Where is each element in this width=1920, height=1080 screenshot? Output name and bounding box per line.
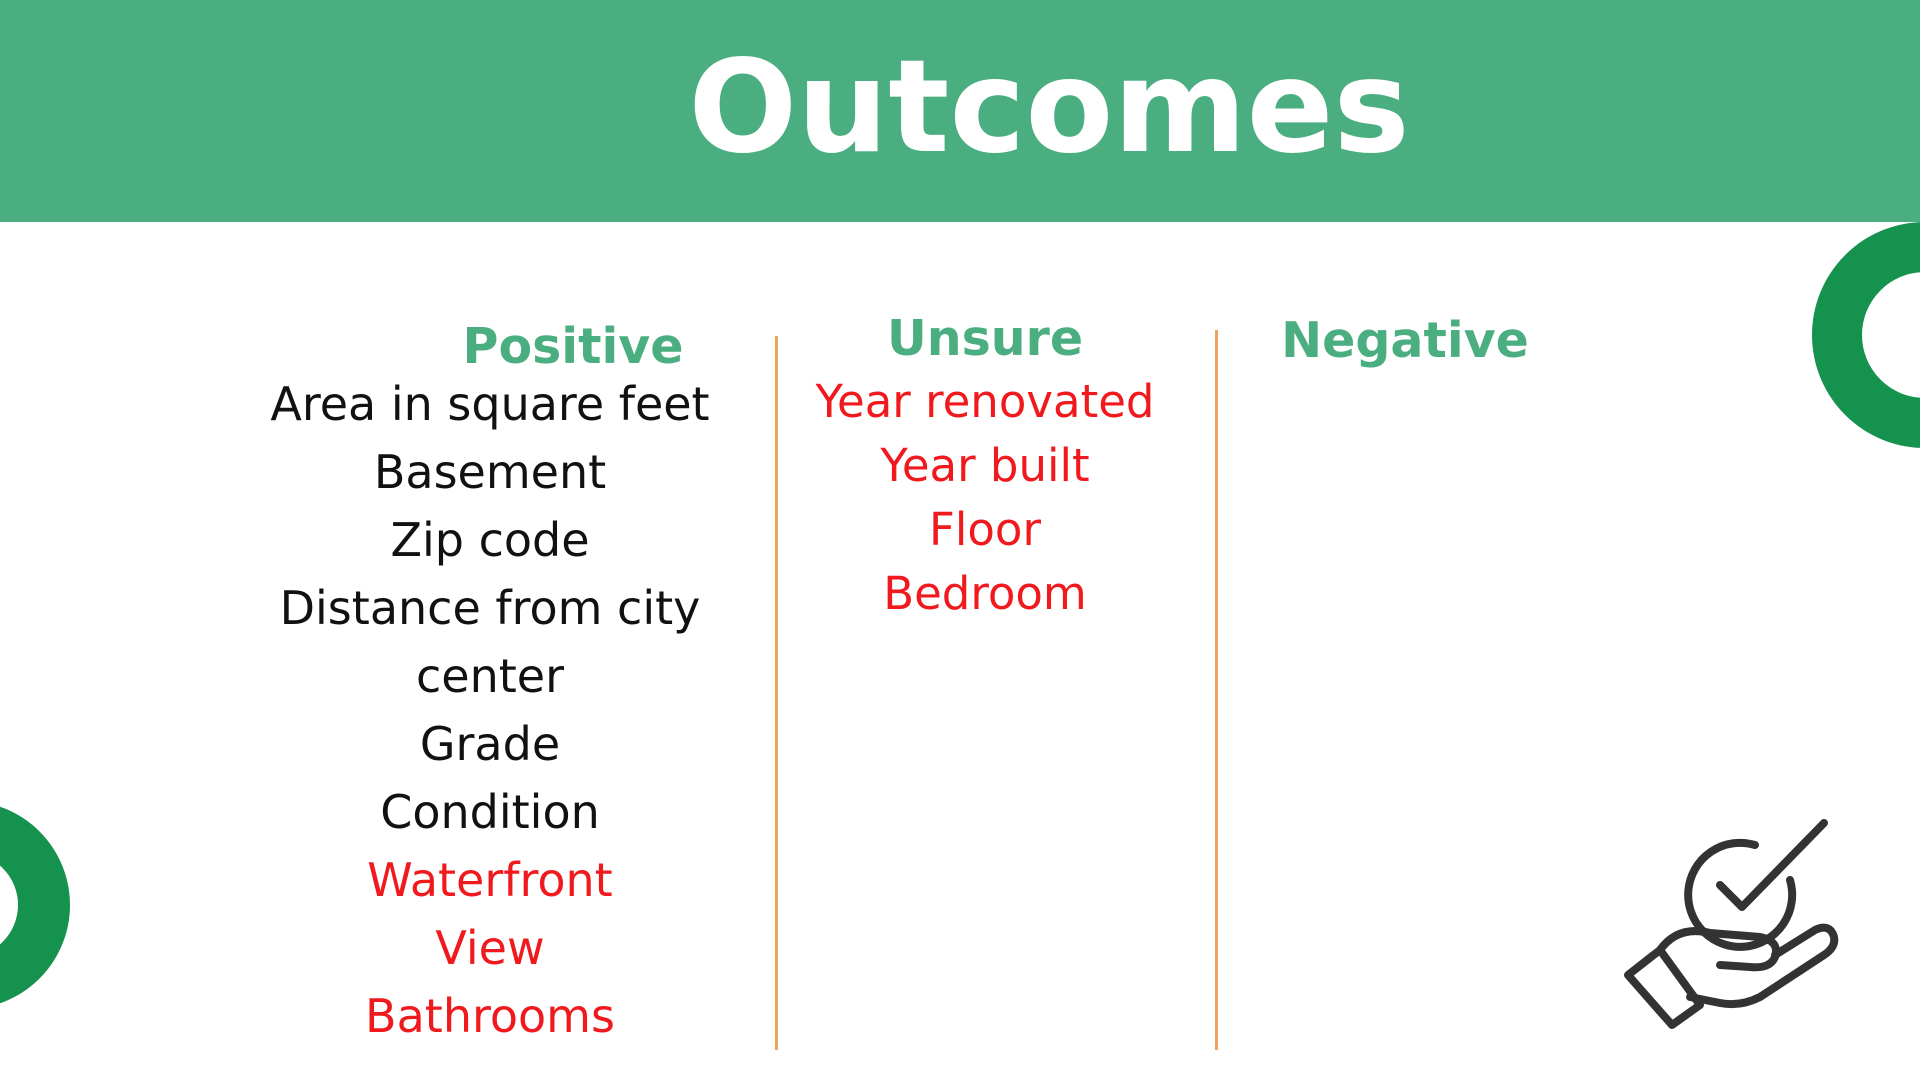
- hand-with-checkmark-icon: [1624, 819, 1839, 1029]
- slide-title: Outcomes: [688, 33, 1410, 182]
- positive-heading: Positive: [462, 318, 684, 375]
- list-item: Waterfront: [367, 853, 613, 907]
- column-divider-right: [1215, 330, 1218, 1050]
- list-item: Area in square feet: [270, 377, 710, 431]
- list-item: Floor: [929, 503, 1041, 556]
- negative-heading: Negative: [1281, 312, 1529, 369]
- ring-decoration-right: [1812, 222, 1920, 448]
- list-item: Condition: [380, 785, 600, 839]
- unsure-heading: Unsure: [886, 310, 1084, 367]
- title-banner: [0, 0, 1920, 222]
- list-item: Zip code: [390, 513, 590, 567]
- list-item: Basement: [373, 445, 607, 499]
- unsure-list: Year renovated Year built Floor Bedroom: [785, 370, 1185, 626]
- list-item: Year built: [880, 439, 1090, 492]
- list-item: Grade: [419, 717, 561, 771]
- positive-list: Area in square feet Basement Zip code Dista…: [240, 370, 740, 1050]
- list-item: center: [416, 649, 564, 703]
- list-item: Bathrooms: [365, 989, 615, 1043]
- list-item: Bedroom: [883, 567, 1087, 620]
- list-item: Distance from city: [279, 581, 701, 635]
- ring-decoration-left: [0, 801, 70, 1009]
- list-item: Year renovated: [815, 375, 1155, 428]
- column-divider-left: [775, 336, 778, 1050]
- list-item: View: [435, 921, 545, 975]
